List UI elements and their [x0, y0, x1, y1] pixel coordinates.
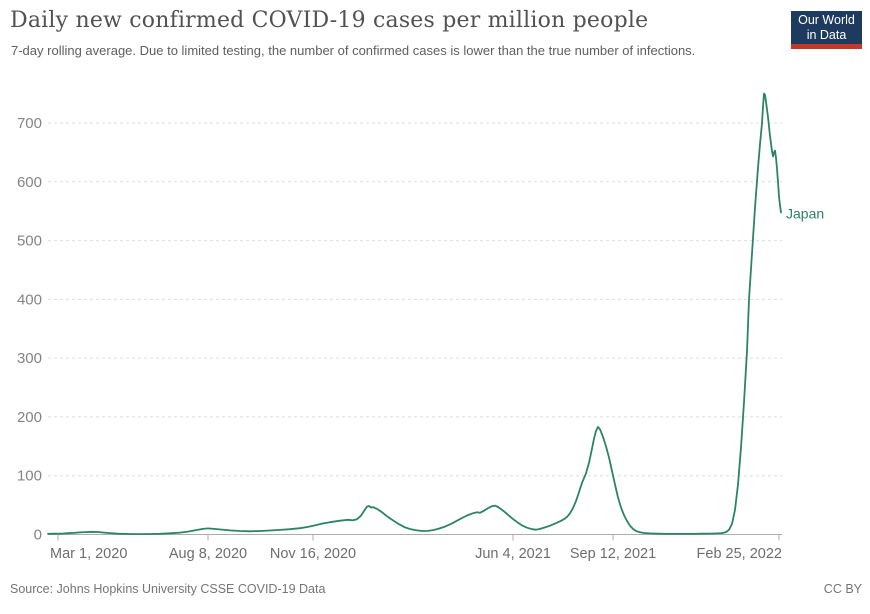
series-line-japan: [47, 92, 782, 535]
y-tick-label: 700: [17, 115, 42, 132]
y-tick-label: 500: [17, 233, 42, 250]
y-tick-label: 600: [17, 174, 42, 191]
owid-logo: Our World in Data: [791, 11, 862, 49]
source-note: Source: Johns Hopkins University CSSE CO…: [10, 582, 326, 596]
x-tick-label: Aug 8, 2020: [169, 546, 247, 562]
chart-title: Daily new confirmed COVID-19 cases per m…: [10, 8, 649, 33]
y-tick-label: 400: [17, 291, 42, 308]
license-badge: CC BY: [823, 582, 862, 596]
x-tick-label: Jun 4, 2021: [475, 546, 551, 562]
x-tick-label: Nov 16, 2020: [270, 546, 356, 562]
y-tick-label: 300: [17, 350, 42, 367]
owid-logo-line2: in Data: [806, 28, 847, 42]
owid-logo-line1: Our World: [798, 13, 855, 27]
x-tick-label: Mar 1, 2020: [50, 546, 127, 562]
x-tick-label: Sep 12, 2021: [570, 546, 656, 562]
chart-subtitle: 7-day rolling average. Due to limited te…: [11, 43, 696, 58]
series-label-japan: Japan: [786, 205, 824, 221]
y-tick-label: 200: [17, 409, 42, 426]
y-tick-label: 0: [34, 527, 42, 544]
y-tick-label: 100: [17, 468, 42, 485]
x-tick-label: Feb 25, 2022: [697, 546, 782, 562]
